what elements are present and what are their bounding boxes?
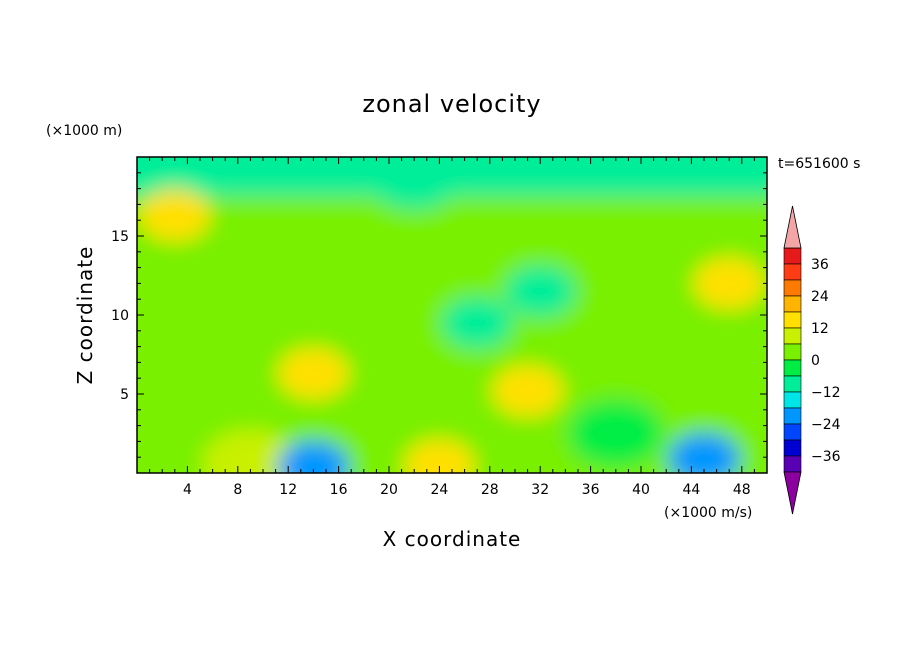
x-tick-label: 4 [183, 482, 192, 498]
field-feature-4 [403, 439, 476, 473]
colorbar-tick-label: −24 [811, 417, 841, 433]
colorbar-level [783, 263, 802, 281]
field-feature-7 [277, 440, 350, 473]
y-axis: 5 10 15 [111, 172, 767, 458]
field-feature-2 [277, 347, 350, 400]
field-feature-13 [567, 399, 664, 468]
x-tick-label: 8 [233, 482, 242, 498]
colorbar-level [783, 359, 802, 377]
x-tick-label: 28 [481, 482, 499, 498]
colorbar-tick-label: −12 [811, 385, 841, 401]
y-tick-label: 15 [111, 229, 129, 245]
colorbar-level [783, 423, 802, 441]
colorbar-tick-label: 12 [811, 321, 829, 337]
field-feature-12 [189, 265, 286, 334]
field-feature-6 [668, 432, 740, 473]
colorbar-level [783, 407, 802, 425]
plot-frame [136, 156, 768, 474]
colorbar-level [783, 247, 802, 265]
field-feature-10 [366, 157, 463, 210]
colorbar-level [783, 391, 802, 409]
heatmap-field [137, 157, 767, 473]
colorbar-tick-label: 24 [811, 289, 829, 305]
colorbar-level [783, 375, 802, 393]
colorbar-over-arrow [783, 205, 802, 249]
x-tick-label: 44 [682, 482, 700, 498]
colorbar-level [783, 327, 802, 345]
colorbar-tick-label: −36 [811, 449, 841, 465]
field-feature-1 [693, 257, 766, 310]
field-feature-3 [491, 364, 564, 417]
x-tick-label: 40 [632, 482, 650, 498]
colorbar-level [783, 343, 802, 361]
y-unit-label: (×1000 m) [46, 123, 122, 139]
colorbar: 36 24 12 0 −12 −24 −36 [783, 205, 841, 515]
colorbar-tick-label: 0 [811, 353, 820, 369]
field-feature-0 [138, 189, 211, 242]
y-axis-label: Z coordinate [73, 246, 97, 385]
colorbar-tick-label: 36 [811, 257, 829, 273]
x-tick-label: 20 [380, 482, 398, 498]
field-feature-9 [504, 265, 577, 318]
x-unit-label: (×1000 m/s) [664, 505, 752, 521]
time-label: t=651600 s [778, 156, 860, 172]
colorbar-level [783, 295, 802, 313]
colorbar-level [783, 311, 802, 329]
colorbar-under-arrow [783, 471, 802, 515]
x-axis: 4 8 12 16 20 24 28 32 36 40 44 48 [149, 157, 755, 498]
colorbar-level [783, 455, 802, 473]
y-tick-label: 5 [120, 387, 129, 403]
x-axis-label: X coordinate [383, 527, 522, 551]
colorbar-level [783, 439, 802, 457]
field-feature-5 [202, 429, 299, 473]
x-tick-label: 48 [733, 482, 751, 498]
chart-title: zonal velocity [362, 90, 541, 118]
field-feature-8 [441, 296, 514, 349]
x-tick-label: 36 [582, 482, 600, 498]
field-feature-11 [404, 217, 500, 286]
x-tick-label: 24 [430, 482, 448, 498]
x-tick-label: 32 [531, 482, 549, 498]
colorbar-level [783, 279, 802, 297]
x-tick-label: 16 [330, 482, 348, 498]
y-tick-label: 10 [111, 308, 129, 324]
x-tick-label: 12 [279, 482, 297, 498]
